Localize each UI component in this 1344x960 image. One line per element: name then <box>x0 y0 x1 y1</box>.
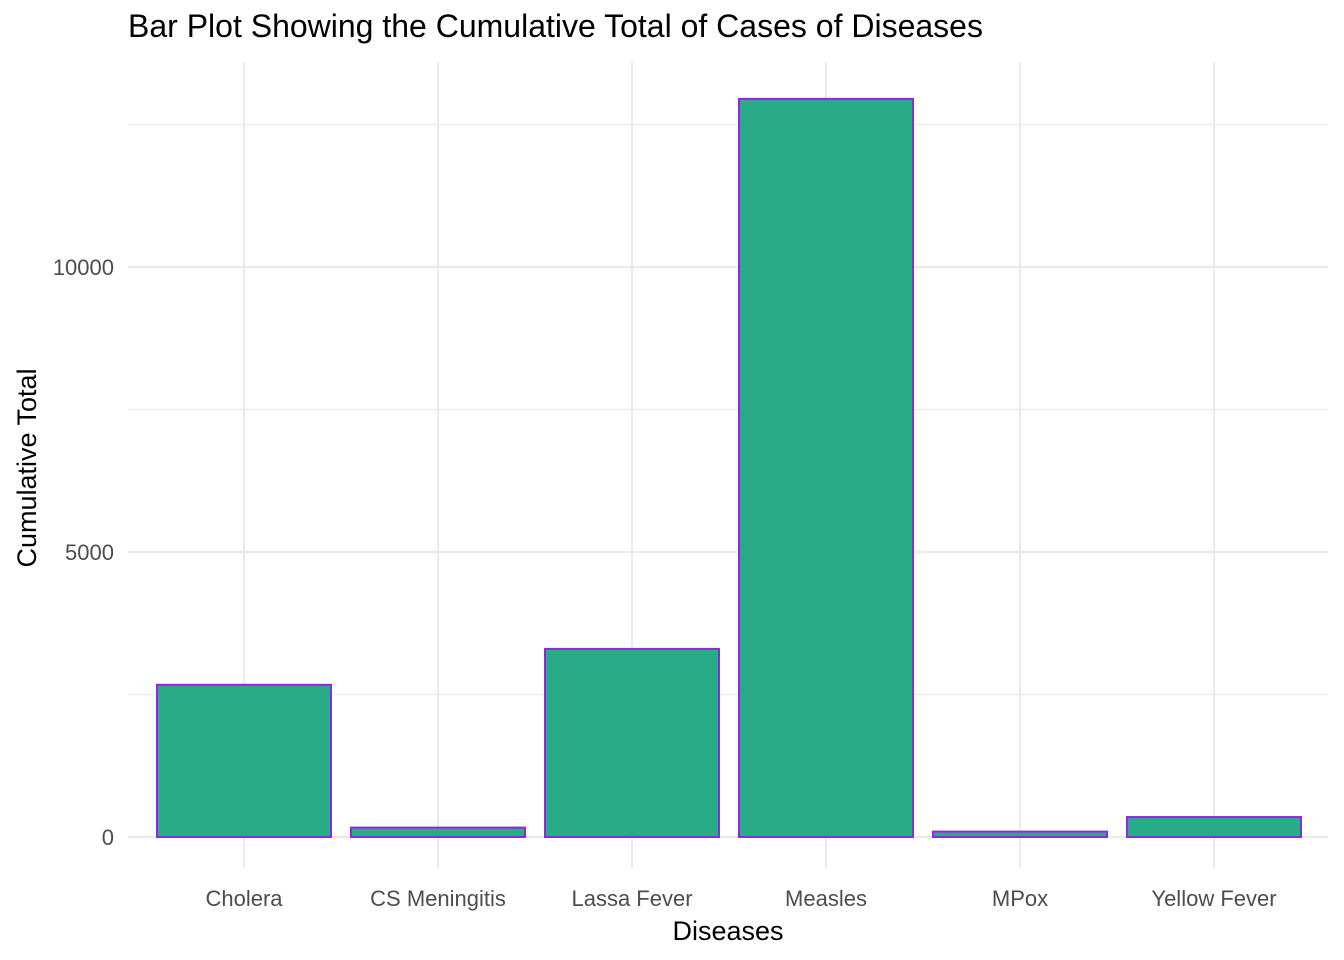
x-tick-label: Lassa Fever <box>571 886 692 911</box>
y-axis-ticks: 0 5000 10000 <box>53 255 114 850</box>
y-tick-label: 0 <box>102 825 114 850</box>
x-tick-label: MPox <box>992 886 1048 911</box>
x-tick-label: Measles <box>785 886 867 911</box>
bar <box>156 683 332 838</box>
y-axis-title: Cumulative Total <box>12 368 42 567</box>
chart-title: Bar Plot Showing the Cumulative Total of… <box>128 8 983 44</box>
bars <box>156 97 1302 839</box>
x-tick-label: Cholera <box>205 886 283 911</box>
bar <box>738 97 914 839</box>
x-tick-label: Yellow Fever <box>1151 886 1276 911</box>
bar <box>932 830 1108 839</box>
bar <box>350 826 526 838</box>
bar <box>544 647 720 839</box>
x-axis-title: Diseases <box>672 916 783 946</box>
bar <box>1126 816 1302 838</box>
x-tick-label: CS Meningitis <box>370 886 506 911</box>
y-tick-label: 5000 <box>65 540 114 565</box>
x-axis-ticks: Cholera CS Meningitis Lassa Fever Measles MP… <box>205 886 1276 911</box>
y-tick-label: 10000 <box>53 255 114 280</box>
